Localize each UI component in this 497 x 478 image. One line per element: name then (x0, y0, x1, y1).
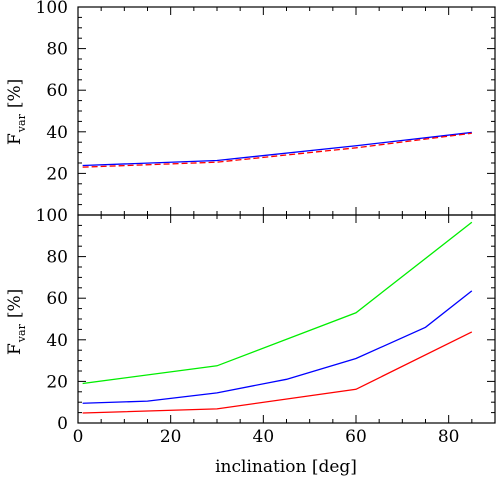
series-line-3 (82, 331, 473, 414)
y-tick-label: 80 (46, 248, 68, 268)
bottom-panel-x-tick-labels: 0 20 40 60 80 (73, 427, 460, 447)
y-tick-label: 60 (46, 289, 68, 309)
top-panel: 20 40 60 80 100 Fvar[%] (5, 0, 496, 216)
y-tick-label: 100 (36, 0, 68, 18)
bottom-panel: 0 20 40 60 80 100 0 20 40 60 80 Fvar[%] inclinati… (5, 206, 496, 477)
top-panel-series (82, 131, 472, 168)
x-tick-label: 40 (253, 427, 275, 447)
y-tick-label: 20 (46, 372, 68, 392)
series-line-1 (82, 131, 472, 167)
top-panel-y-axis-label: Fvar[%] (5, 79, 28, 145)
bottom-panel-ticks (77, 214, 496, 424)
y-tick-label: 40 (46, 123, 68, 143)
y-tick-label: 80 (46, 40, 68, 60)
x-tick-label: 60 (345, 427, 367, 447)
top-panel-y-tick-labels: 20 40 60 80 100 (36, 0, 68, 184)
x-tick-label: 20 (160, 427, 182, 447)
y-tick-label: 0 (57, 414, 68, 434)
bottom-panel-y-axis-label: Fvar[%] (5, 289, 28, 355)
x-tick-label: 80 (438, 427, 460, 447)
y-tick-label: 40 (46, 331, 68, 351)
y-tick-label: 100 (36, 206, 68, 226)
top-panel-ticks (77, 6, 496, 216)
top-panel-frame (77, 6, 496, 216)
series-line-2 (82, 290, 473, 404)
bottom-panel-series (82, 221, 473, 414)
y-tick-label: 60 (46, 81, 68, 101)
y-tick-label: 20 (46, 164, 68, 184)
bottom-panel-frame (77, 214, 496, 424)
series-line-1 (82, 221, 473, 385)
series-line-2 (82, 132, 472, 168)
x-axis-label: inclination [deg] (215, 457, 357, 477)
bottom-panel-y-tick-labels: 0 20 40 60 80 100 (36, 206, 68, 434)
x-tick-label: 0 (73, 427, 84, 447)
